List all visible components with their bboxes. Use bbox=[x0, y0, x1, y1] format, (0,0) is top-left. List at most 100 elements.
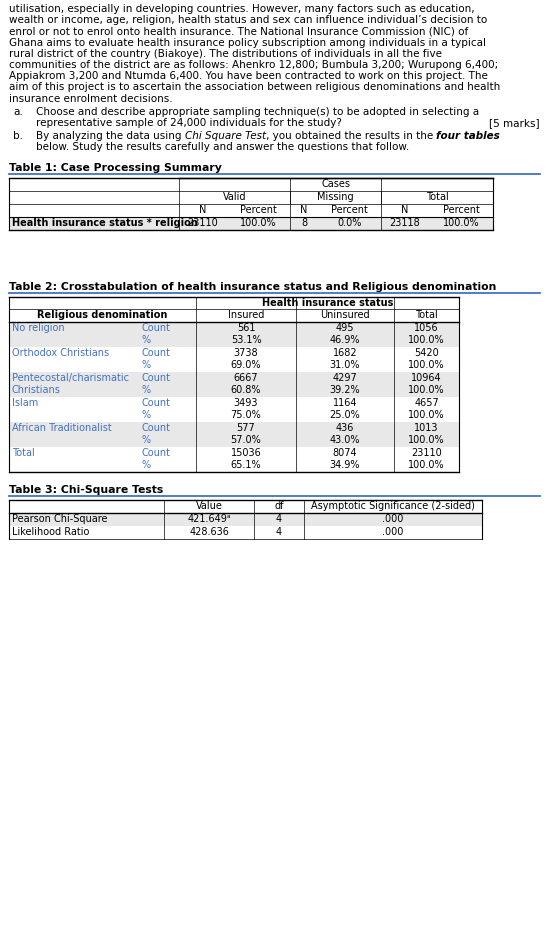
Text: , you obtained the results in the: , you obtained the results in the bbox=[266, 131, 436, 141]
Text: Value: Value bbox=[196, 501, 222, 511]
Text: Percent: Percent bbox=[443, 205, 480, 215]
Text: 100.0%: 100.0% bbox=[408, 336, 445, 345]
Bar bbox=[9, 513, 482, 525]
Text: No religion: No religion bbox=[12, 323, 65, 333]
Text: 495: 495 bbox=[336, 323, 354, 333]
Text: 5420: 5420 bbox=[414, 348, 439, 357]
Text: insurance enrolment decisions.: insurance enrolment decisions. bbox=[9, 94, 173, 103]
Bar bbox=[9, 216, 493, 229]
Text: 31.0%: 31.0% bbox=[330, 360, 360, 371]
Text: 4: 4 bbox=[276, 527, 282, 538]
Text: Percent: Percent bbox=[239, 205, 276, 215]
Text: Insured: Insured bbox=[228, 310, 264, 320]
Text: Total: Total bbox=[12, 447, 35, 458]
Text: Christians: Christians bbox=[12, 385, 61, 395]
Text: wealth or income, age, religion, health status and sex can influence individual’: wealth or income, age, religion, health … bbox=[9, 15, 487, 26]
Text: Pearson Chi-Square: Pearson Chi-Square bbox=[12, 514, 107, 524]
Bar bbox=[9, 177, 493, 191]
Text: 561: 561 bbox=[237, 323, 255, 333]
Text: 1164: 1164 bbox=[333, 398, 357, 408]
Text: N: N bbox=[199, 205, 206, 215]
Text: Religious denomination: Religious denomination bbox=[37, 310, 168, 320]
Bar bbox=[9, 347, 459, 359]
Text: Count: Count bbox=[142, 373, 171, 383]
Text: 428.636: 428.636 bbox=[189, 527, 229, 538]
Text: %: % bbox=[142, 435, 151, 446]
Text: 46.9%: 46.9% bbox=[330, 336, 360, 345]
Text: %: % bbox=[142, 461, 151, 470]
Text: Islam: Islam bbox=[12, 398, 38, 408]
Text: 1056: 1056 bbox=[414, 323, 439, 333]
Text: 39.2%: 39.2% bbox=[330, 385, 361, 395]
Text: 8: 8 bbox=[301, 218, 307, 228]
Bar bbox=[9, 525, 482, 538]
Text: Missing: Missing bbox=[317, 192, 354, 202]
Text: Choose and describe appropriate sampling technique(s) to be adopted in selecting: Choose and describe appropriate sampling… bbox=[36, 107, 479, 117]
Text: aim of this project is to ascertain the association between religious denominati: aim of this project is to ascertain the … bbox=[9, 82, 500, 92]
Text: 577: 577 bbox=[237, 423, 255, 433]
Text: Count: Count bbox=[142, 348, 171, 357]
Text: b.: b. bbox=[13, 131, 23, 141]
Text: Uninsured: Uninsured bbox=[320, 310, 370, 320]
Text: %: % bbox=[142, 336, 151, 345]
Text: .000: .000 bbox=[383, 527, 404, 538]
Text: 8074: 8074 bbox=[333, 447, 357, 458]
Text: Count: Count bbox=[142, 323, 171, 333]
Text: Percent: Percent bbox=[331, 205, 368, 215]
Text: 23118: 23118 bbox=[390, 218, 420, 228]
Text: four tables: four tables bbox=[436, 131, 500, 141]
Text: 100.0%: 100.0% bbox=[443, 218, 480, 228]
Text: 25.0%: 25.0% bbox=[330, 410, 361, 420]
Text: 100.0%: 100.0% bbox=[239, 218, 276, 228]
Text: 69.0%: 69.0% bbox=[231, 360, 261, 371]
Text: 436: 436 bbox=[336, 423, 354, 433]
Text: a.: a. bbox=[13, 107, 23, 117]
Text: 34.9%: 34.9% bbox=[330, 461, 360, 470]
Text: 1013: 1013 bbox=[414, 423, 439, 433]
Text: Table 1: Case Processing Summary: Table 1: Case Processing Summary bbox=[9, 163, 222, 173]
Text: 65.1%: 65.1% bbox=[231, 461, 261, 470]
Bar bbox=[9, 384, 459, 396]
Text: enrol or not to enrol onto health insurance. The National Insurance Commission (: enrol or not to enrol onto health insura… bbox=[9, 27, 468, 36]
Text: 100.0%: 100.0% bbox=[408, 461, 445, 470]
Text: 10964: 10964 bbox=[411, 373, 442, 383]
Text: df: df bbox=[274, 501, 284, 511]
Text: Count: Count bbox=[142, 447, 171, 458]
Text: 1682: 1682 bbox=[333, 348, 357, 357]
Text: .000: .000 bbox=[383, 514, 404, 524]
Text: %: % bbox=[142, 360, 151, 371]
Bar bbox=[9, 372, 459, 384]
Text: 23110: 23110 bbox=[411, 447, 442, 458]
Text: Table 3: Chi-Square Tests: Table 3: Chi-Square Tests bbox=[9, 484, 163, 495]
Text: rural district of the country (Biakoye). The distributions of individuals in all: rural district of the country (Biakoye).… bbox=[9, 48, 442, 59]
Text: [5 marks]: [5 marks] bbox=[489, 118, 540, 128]
Text: N: N bbox=[300, 205, 307, 215]
Text: 23110: 23110 bbox=[187, 218, 218, 228]
Text: 3493: 3493 bbox=[234, 398, 258, 408]
Text: Total: Total bbox=[426, 192, 448, 202]
Text: Total: Total bbox=[415, 310, 438, 320]
Bar bbox=[9, 334, 459, 347]
Text: Orthodox Christians: Orthodox Christians bbox=[12, 348, 109, 357]
Text: Count: Count bbox=[142, 398, 171, 408]
Text: Likelihood Ratio: Likelihood Ratio bbox=[12, 527, 89, 538]
Text: communities of the district are as follows: Ahenkro 12,800; Bumbula 3,200; Wurup: communities of the district are as follo… bbox=[9, 60, 498, 70]
Text: Count: Count bbox=[142, 423, 171, 433]
Text: 4297: 4297 bbox=[333, 373, 357, 383]
Text: Pentecostal/charismatic: Pentecostal/charismatic bbox=[12, 373, 129, 383]
Bar bbox=[9, 359, 459, 372]
Bar bbox=[9, 500, 482, 513]
Text: Asymptotic Significance (2-sided): Asymptotic Significance (2-sided) bbox=[311, 501, 475, 511]
Bar bbox=[9, 321, 459, 334]
Bar bbox=[9, 447, 459, 459]
Text: 100.0%: 100.0% bbox=[408, 410, 445, 420]
Text: Appiakrom 3,200 and Ntumda 6,400. You have been contracted to work on this proje: Appiakrom 3,200 and Ntumda 6,400. You ha… bbox=[9, 71, 488, 82]
Bar bbox=[9, 297, 459, 309]
Bar bbox=[9, 396, 459, 410]
Text: %: % bbox=[142, 385, 151, 395]
Text: 75.0%: 75.0% bbox=[231, 410, 261, 420]
Text: representative sample of 24,000 individuals for the study?: representative sample of 24,000 individu… bbox=[36, 118, 342, 128]
Bar bbox=[9, 204, 493, 216]
Text: 53.1%: 53.1% bbox=[231, 336, 261, 345]
Text: 4657: 4657 bbox=[414, 398, 439, 408]
